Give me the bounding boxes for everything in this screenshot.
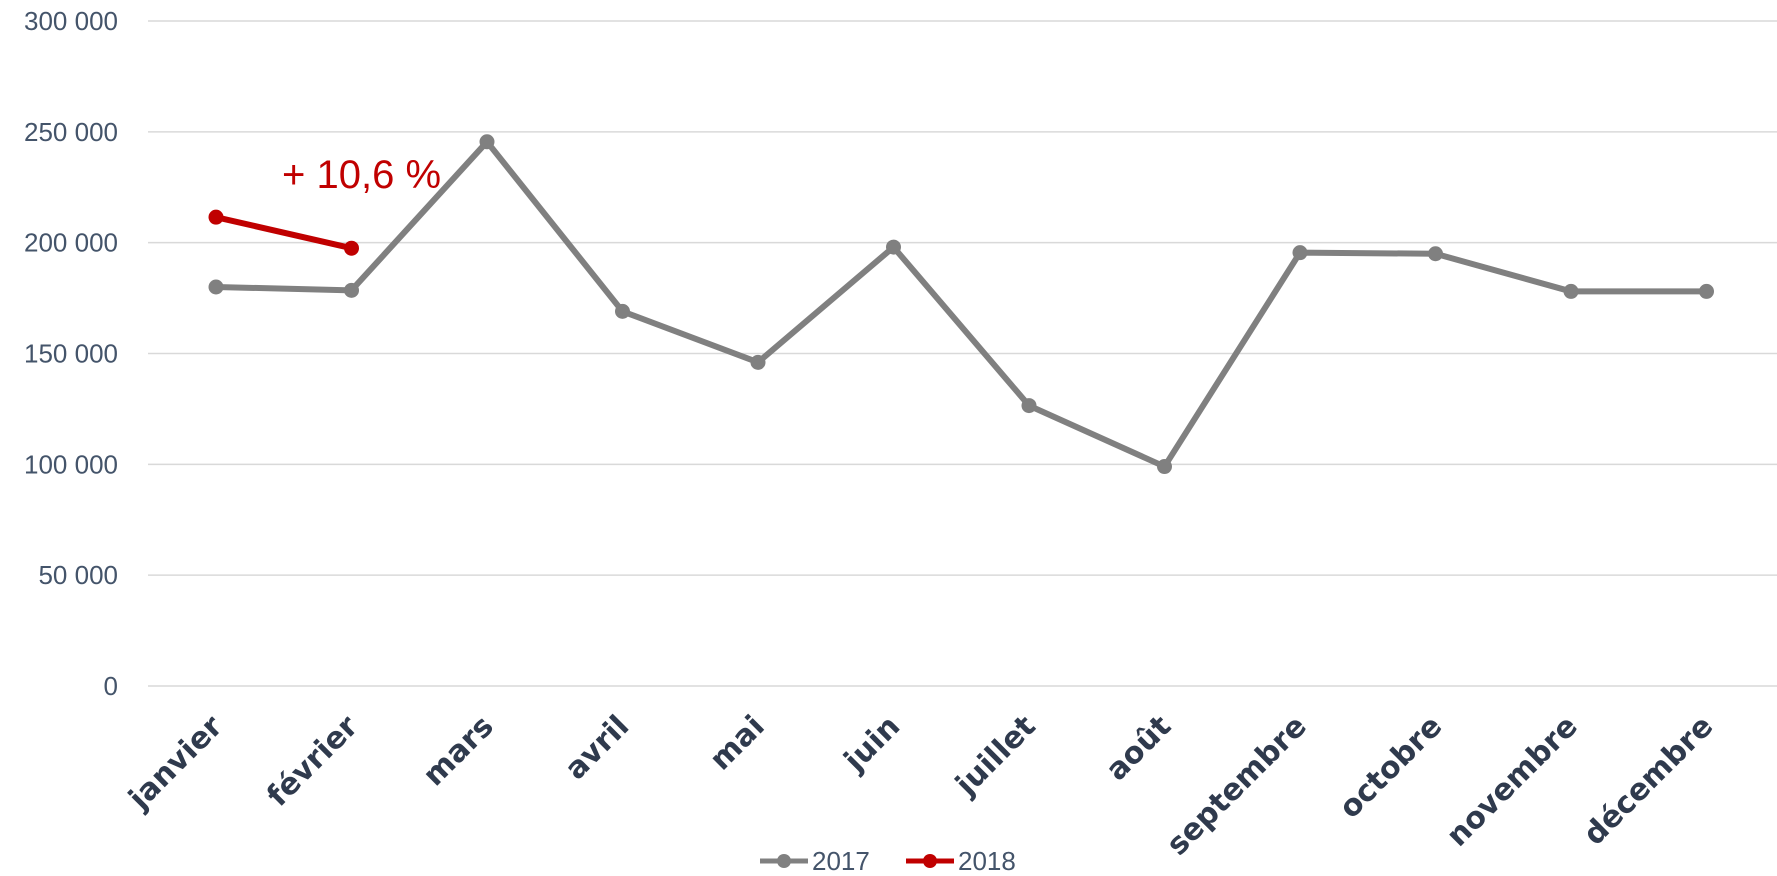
data-point: [750, 354, 766, 370]
series-2018: [208, 209, 359, 256]
data-point: [1292, 245, 1308, 261]
data-point: [208, 209, 224, 225]
y-tick-label: 0: [104, 671, 118, 701]
x-tick-label: novembre: [1440, 709, 1585, 854]
data-point: [886, 239, 901, 255]
y-tick-label: 200 000: [24, 228, 118, 258]
gridlines: [148, 20, 1777, 687]
data-point: [1699, 283, 1714, 299]
x-tick-label: avril: [558, 709, 636, 787]
legend-label: 2018: [958, 846, 1016, 876]
y-tick-label: 100 000: [24, 449, 118, 479]
x-tick-label: juin: [837, 709, 907, 779]
x-tick-label: mai: [703, 709, 771, 777]
x-tick-label: octobre: [1333, 709, 1450, 826]
y-tick-label: 50 000: [38, 560, 118, 590]
annotation-layer: + 10,6 %: [282, 153, 441, 197]
data-point: [1157, 459, 1172, 475]
series-layer: [208, 134, 1714, 475]
x-tick-label: août: [1099, 709, 1178, 788]
x-tick-label: décembre: [1577, 709, 1720, 852]
x-tick-label: janvier: [122, 709, 230, 817]
data-point: [1563, 283, 1579, 299]
y-tick-label: 150 000: [24, 339, 118, 369]
data-point: [208, 279, 224, 295]
series-2017: [208, 134, 1714, 475]
data-point: [344, 282, 359, 298]
y-tick-label: 300 000: [24, 6, 118, 36]
x-tick-label: février: [260, 709, 365, 814]
legend-swatch-marker: [923, 854, 937, 868]
series-line: [213, 138, 1710, 470]
series-line: [213, 214, 355, 252]
x-axis: janvier février mars avril mai juin juillet aoû…: [122, 709, 1721, 863]
legend-label: 2017: [812, 846, 870, 876]
annotation-label: + 10,6 %: [282, 153, 441, 197]
legend-swatch-marker: [777, 854, 791, 868]
x-tick-label: juillet: [948, 709, 1042, 803]
y-tick-label: 250 000: [24, 117, 118, 147]
data-point: [344, 240, 359, 256]
data-point: [615, 303, 630, 319]
legend-item: 2017: [760, 846, 870, 876]
x-tick-label: septembre: [1160, 709, 1314, 863]
data-point: [1428, 246, 1443, 262]
data-point: [1021, 398, 1037, 414]
x-tick-label: mars: [416, 709, 500, 793]
legend: 2017 2018: [760, 846, 1016, 876]
data-point: [479, 134, 495, 150]
y-axis: 0 50 000 100 000 150 000 200 000 250 000 300 0…: [24, 6, 118, 701]
legend-item: 2018: [906, 846, 1016, 876]
